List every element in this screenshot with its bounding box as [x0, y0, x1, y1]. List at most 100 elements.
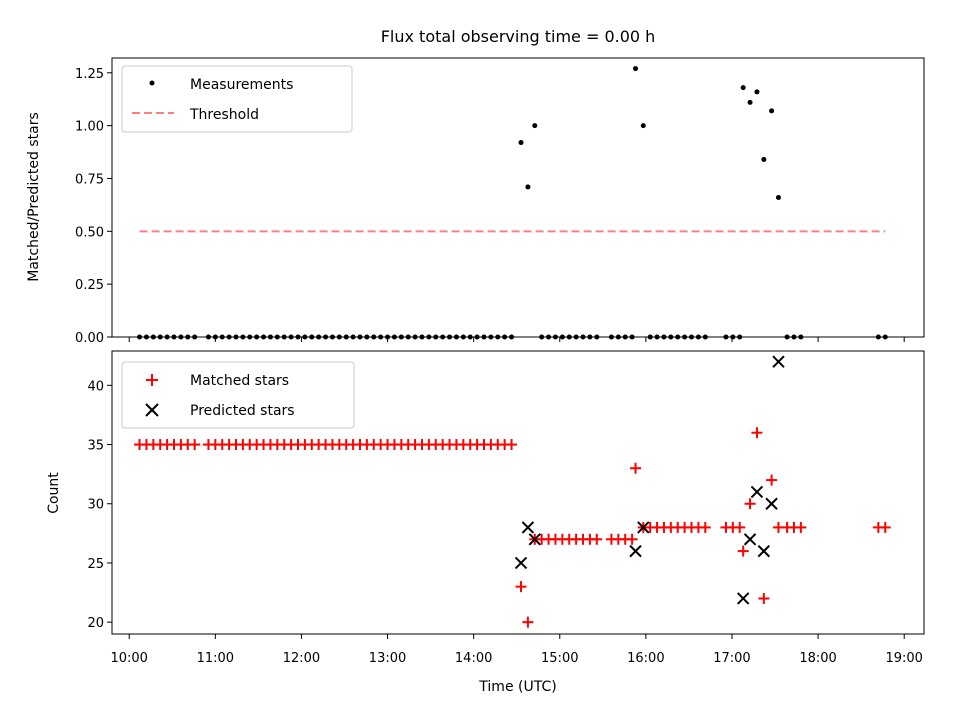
measurement-point: [647, 334, 653, 340]
top-legend-box: [121, 65, 353, 133]
measurement-point: [164, 334, 170, 340]
measurement-point: [254, 334, 260, 340]
legend-predicted-label: Predicted stars: [190, 403, 295, 419]
measurement-point: [754, 89, 760, 95]
matched-star-point: [737, 545, 749, 557]
measurement-point: [143, 334, 149, 340]
measurement-point: [350, 334, 356, 340]
top-legend: Measurements Threshold: [121, 65, 353, 133]
measurement-point: [730, 334, 736, 340]
predicted-star-point: [528, 533, 541, 546]
measurement-point: [391, 334, 397, 340]
measurement-point: [226, 334, 232, 340]
matched-star-point: [744, 498, 756, 510]
measurement-point: [171, 334, 177, 340]
measurement-point: [769, 108, 775, 114]
measurement-point: [539, 334, 545, 340]
measurement-point: [775, 195, 781, 200]
x-tick-label: 17:00: [713, 651, 750, 666]
measurement-point: [682, 334, 688, 340]
matched-star-point: [879, 521, 891, 533]
measurement-point: [371, 334, 377, 340]
legend-threshold-label: Threshold: [189, 107, 259, 123]
predicted-star-point: [521, 521, 535, 534]
x-tick-label: 12:00: [283, 651, 320, 666]
measurement-point: [695, 334, 701, 340]
measurement-point: [474, 334, 480, 340]
measurement-point: [882, 334, 888, 340]
measurement-point: [219, 334, 225, 340]
measurement-point: [798, 334, 804, 340]
measurement-point: [737, 334, 743, 340]
measurement-point: [573, 334, 579, 340]
measurement-point: [185, 334, 191, 340]
x-tick-label: 13:00: [369, 651, 406, 666]
measurement-point: [460, 334, 466, 340]
legend-measurements-marker: [149, 80, 155, 86]
measurement-point: [157, 334, 163, 340]
chart-title: Flux total observing time = 0.00 h: [381, 27, 656, 46]
y-tick-label: 0.50: [75, 225, 104, 240]
y-tick-label: 0.75: [75, 172, 104, 187]
top-y-ticks: 0.00 0.25 0.50 0.75 1.00 1.25: [75, 67, 112, 346]
measurement-point: [723, 334, 729, 340]
measurement-point: [150, 334, 156, 340]
matched-star-point: [766, 474, 778, 486]
measurement-point: [633, 66, 639, 72]
measurement-point: [661, 334, 667, 340]
measurement-point: [205, 334, 211, 340]
top-panel: 0.00 0.25 0.50 0.75 1.00 1.25 Matched/Predict…: [26, 57, 925, 346]
measurement-point: [747, 99, 753, 105]
measurement-point: [419, 334, 425, 340]
measurement-point: [405, 334, 411, 340]
measurement-point: [385, 334, 391, 340]
y-tick-label: 0.25: [75, 278, 104, 293]
measurement-point: [587, 334, 593, 340]
matched-star-point: [522, 616, 534, 628]
measurement-point: [433, 334, 439, 340]
y-tick-label: 30: [87, 498, 104, 513]
measurement-point: [247, 334, 253, 340]
matched-star-point: [515, 581, 527, 593]
measurement-point: [668, 334, 674, 340]
measurement-point: [559, 334, 565, 340]
measurement-point: [357, 334, 363, 340]
measurement-point: [689, 334, 695, 340]
predicted-star-point: [765, 497, 778, 510]
measurement-point: [378, 334, 384, 340]
measurement-point: [654, 334, 660, 340]
measurement-point: [295, 334, 301, 340]
measurement-point: [267, 334, 273, 340]
matched-star-point: [189, 439, 201, 451]
predicted-star-point: [629, 544, 642, 558]
matched-star-point: [591, 533, 603, 545]
y-tick-label: 1.00: [75, 120, 104, 135]
measurement-point: [192, 334, 198, 340]
measurement-point: [509, 334, 515, 340]
measurement-point: [875, 334, 881, 340]
measurement-point: [426, 334, 432, 340]
measurement-point: [566, 334, 572, 340]
x-tick-label: 16:00: [627, 651, 664, 666]
measurement-point: [316, 334, 322, 340]
measurement-point: [398, 334, 404, 340]
measurement-point: [212, 334, 218, 340]
top-data-marks: [137, 66, 888, 340]
matched-star-point: [626, 533, 638, 545]
predicted-star-point: [750, 485, 764, 499]
x-tick-label: 18:00: [799, 651, 836, 666]
bottom-panel: 20 25 30 35 40 10:00 11:00 12:00 13:00 14:00 15:0…: [46, 350, 925, 695]
bottom-legend-box: [121, 361, 355, 429]
matched-star-point: [506, 439, 518, 451]
measurement-point: [309, 334, 315, 340]
measurement-point: [546, 334, 552, 340]
x-tick-label: 10:00: [110, 651, 147, 666]
legend-matched-marker: [146, 374, 158, 386]
x-tick-label: 14:00: [455, 651, 492, 666]
predicted-star-point: [757, 544, 771, 558]
measurement-point: [552, 334, 558, 340]
measurement-point: [329, 334, 335, 340]
measurement-point: [640, 123, 646, 129]
bottom-data-marks: [134, 355, 891, 628]
bottom-legend: Matched stars Predicted stars: [121, 361, 355, 429]
